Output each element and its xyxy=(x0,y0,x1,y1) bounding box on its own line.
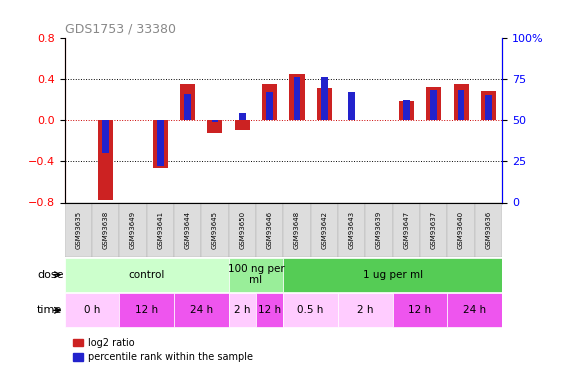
Text: GSM93645: GSM93645 xyxy=(212,211,218,249)
Bar xyxy=(283,293,338,327)
Bar xyxy=(234,120,250,130)
Text: 12 h: 12 h xyxy=(408,305,431,315)
Bar xyxy=(293,77,300,120)
Bar xyxy=(393,293,447,327)
Text: 1 ug per ml: 1 ug per ml xyxy=(362,270,423,280)
Text: GSM93636: GSM93636 xyxy=(485,210,491,249)
Bar xyxy=(485,95,492,120)
Bar xyxy=(174,202,201,257)
Bar xyxy=(157,120,164,166)
Bar xyxy=(321,77,328,120)
Bar xyxy=(239,113,246,120)
Text: GDS1753 / 33380: GDS1753 / 33380 xyxy=(65,22,176,36)
Text: 2 h: 2 h xyxy=(357,305,374,315)
Text: 0.5 h: 0.5 h xyxy=(297,305,324,315)
Text: GSM93650: GSM93650 xyxy=(240,211,245,249)
Text: 100 ng per
ml: 100 ng per ml xyxy=(228,264,284,285)
Bar xyxy=(448,293,502,327)
Text: GSM93648: GSM93648 xyxy=(294,211,300,249)
Text: GSM93640: GSM93640 xyxy=(458,211,464,249)
Text: 2 h: 2 h xyxy=(234,305,251,315)
Text: dose: dose xyxy=(37,270,63,280)
Text: GSM93638: GSM93638 xyxy=(103,210,108,249)
Bar xyxy=(475,202,502,257)
Text: GSM93637: GSM93637 xyxy=(431,210,436,249)
Bar xyxy=(208,120,223,134)
Text: GSM93644: GSM93644 xyxy=(185,211,191,249)
Bar xyxy=(262,84,277,120)
Bar xyxy=(338,202,365,257)
Bar xyxy=(229,258,283,292)
Text: GSM93649: GSM93649 xyxy=(130,211,136,249)
Text: 24 h: 24 h xyxy=(190,305,213,315)
Text: 12 h: 12 h xyxy=(258,305,281,315)
Text: GSM93641: GSM93641 xyxy=(157,211,163,249)
Text: 24 h: 24 h xyxy=(463,305,486,315)
Bar xyxy=(153,120,168,168)
Bar xyxy=(119,293,174,327)
Text: 0 h: 0 h xyxy=(84,305,100,315)
Bar xyxy=(348,92,355,120)
Bar xyxy=(65,202,92,257)
Bar xyxy=(317,88,332,120)
Bar xyxy=(174,293,229,327)
Bar xyxy=(65,258,229,292)
Bar xyxy=(180,84,195,120)
Text: time: time xyxy=(37,305,62,315)
Legend: log2 ratio, percentile rank within the sample: log2 ratio, percentile rank within the s… xyxy=(70,334,257,366)
Text: GSM93647: GSM93647 xyxy=(403,211,410,249)
Text: GSM93643: GSM93643 xyxy=(349,211,355,249)
Bar xyxy=(211,120,218,122)
Bar xyxy=(146,202,174,257)
Text: GSM93642: GSM93642 xyxy=(321,211,327,249)
Bar xyxy=(283,202,311,257)
Bar xyxy=(453,84,468,120)
Bar xyxy=(338,293,393,327)
Bar xyxy=(201,202,229,257)
Bar xyxy=(229,293,256,327)
Bar xyxy=(430,90,437,120)
Bar xyxy=(365,202,393,257)
Bar xyxy=(289,74,305,120)
Bar xyxy=(98,120,113,200)
Bar xyxy=(256,293,283,327)
Bar xyxy=(393,202,420,257)
Bar xyxy=(481,91,496,120)
Bar xyxy=(184,94,191,120)
Text: control: control xyxy=(128,270,165,280)
Text: GSM93646: GSM93646 xyxy=(266,211,273,249)
Bar xyxy=(102,120,109,153)
Bar xyxy=(448,202,475,257)
Bar xyxy=(399,102,414,120)
Bar xyxy=(458,90,465,120)
Text: GSM93639: GSM93639 xyxy=(376,210,382,249)
Bar xyxy=(92,202,119,257)
Bar xyxy=(266,92,273,120)
Bar xyxy=(283,258,502,292)
Bar xyxy=(420,202,448,257)
Bar xyxy=(229,202,256,257)
Bar xyxy=(119,202,146,257)
Bar xyxy=(311,202,338,257)
Bar xyxy=(65,293,119,327)
Bar xyxy=(256,202,283,257)
Bar xyxy=(426,87,442,120)
Text: GSM93635: GSM93635 xyxy=(75,211,81,249)
Text: 12 h: 12 h xyxy=(135,305,158,315)
Bar xyxy=(403,100,410,120)
